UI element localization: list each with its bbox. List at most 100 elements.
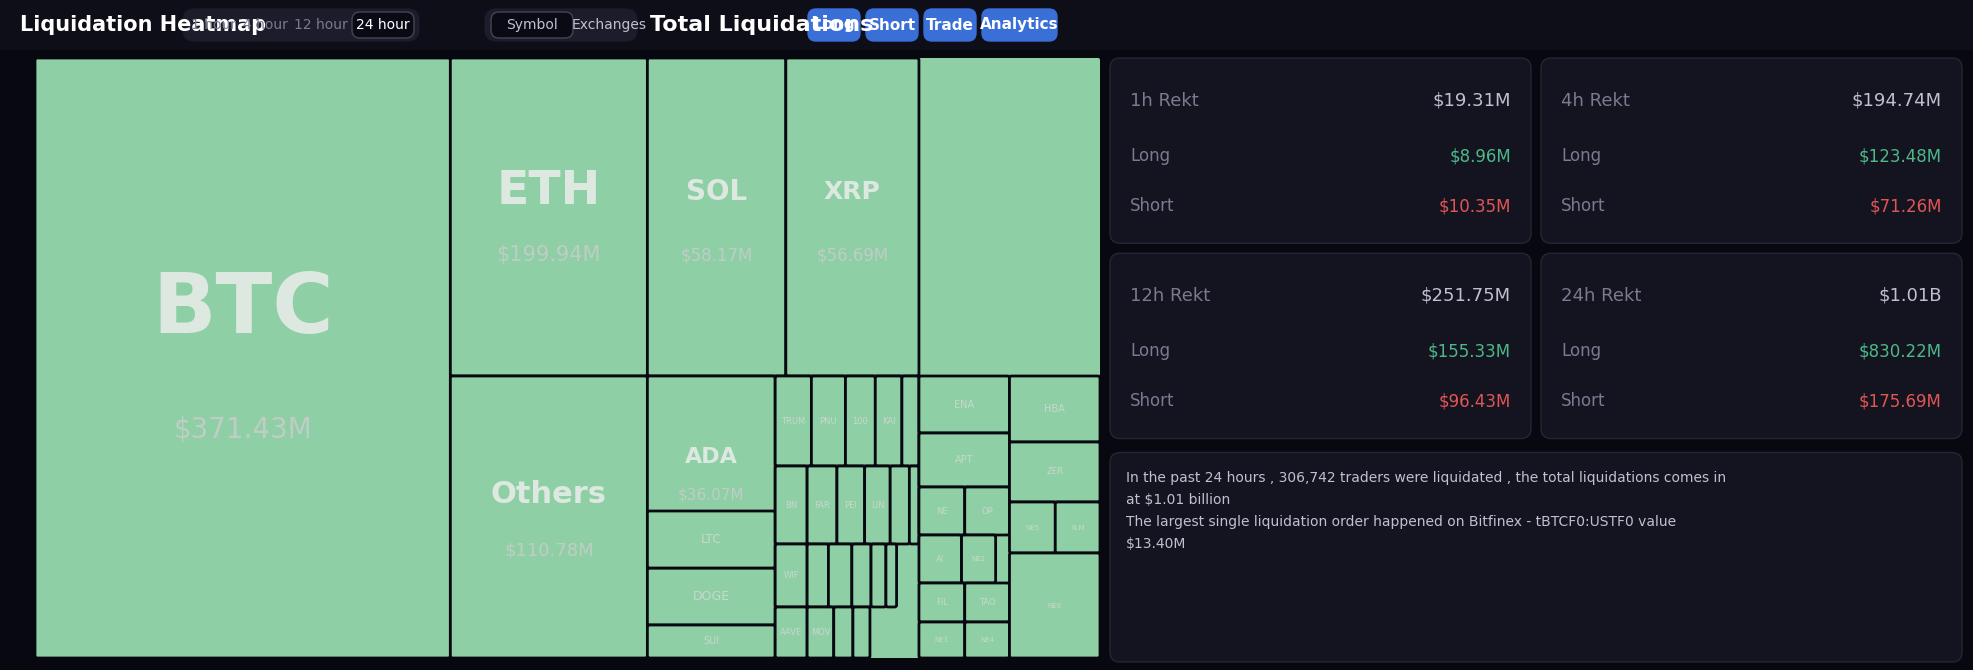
FancyBboxPatch shape — [837, 466, 864, 544]
Text: Total Liquidations: Total Liquidations — [649, 15, 872, 35]
Text: FIL: FIL — [935, 598, 947, 607]
FancyBboxPatch shape — [785, 58, 919, 376]
Text: AAVE: AAVE — [779, 628, 801, 637]
FancyBboxPatch shape — [647, 58, 785, 376]
Text: Analytics: Analytics — [981, 17, 1058, 33]
Text: Long: Long — [1129, 342, 1170, 360]
FancyBboxPatch shape — [833, 607, 852, 658]
FancyBboxPatch shape — [485, 9, 637, 41]
Text: NE5: NE5 — [1024, 525, 1040, 531]
Text: Exchanges: Exchanges — [572, 18, 647, 32]
Text: $96.43M: $96.43M — [1438, 393, 1509, 411]
FancyBboxPatch shape — [807, 544, 829, 607]
Text: Short: Short — [1561, 197, 1604, 215]
Text: $110.78M: $110.78M — [503, 542, 594, 560]
FancyBboxPatch shape — [864, 466, 890, 544]
FancyBboxPatch shape — [902, 376, 919, 466]
FancyBboxPatch shape — [1008, 376, 1099, 442]
Text: Long: Long — [813, 17, 854, 33]
FancyBboxPatch shape — [1008, 502, 1056, 553]
Bar — [0, 0, 1973, 50]
Text: $155.33M: $155.33M — [1426, 342, 1509, 360]
Text: $58.17M: $58.17M — [681, 246, 752, 264]
FancyBboxPatch shape — [852, 544, 870, 607]
FancyBboxPatch shape — [965, 622, 1008, 658]
Text: 12h Rekt: 12h Rekt — [1129, 287, 1209, 305]
FancyBboxPatch shape — [647, 511, 775, 568]
FancyBboxPatch shape — [1056, 502, 1099, 553]
Text: ZER: ZER — [1046, 468, 1063, 476]
Text: 4 hour: 4 hour — [243, 18, 288, 32]
FancyBboxPatch shape — [450, 58, 647, 376]
Text: PNU: PNU — [819, 417, 837, 425]
FancyBboxPatch shape — [981, 9, 1056, 41]
Text: TAO: TAO — [979, 598, 994, 607]
Text: XRP: XRP — [823, 180, 880, 204]
Text: Symbol: Symbol — [505, 18, 558, 32]
FancyBboxPatch shape — [910, 466, 919, 544]
FancyBboxPatch shape — [807, 9, 860, 41]
Text: $194.74M: $194.74M — [1851, 92, 1941, 110]
Text: $8.96M: $8.96M — [1448, 147, 1509, 165]
Text: BTC: BTC — [152, 269, 333, 350]
FancyBboxPatch shape — [807, 466, 837, 544]
Text: 100: 100 — [852, 417, 868, 425]
Text: 1 hour: 1 hour — [191, 18, 237, 32]
FancyBboxPatch shape — [1109, 452, 1961, 662]
FancyBboxPatch shape — [829, 544, 852, 607]
FancyBboxPatch shape — [36, 58, 450, 658]
Text: NE6: NE6 — [1048, 602, 1061, 608]
FancyBboxPatch shape — [919, 583, 965, 622]
FancyBboxPatch shape — [1109, 253, 1531, 439]
Text: Others: Others — [491, 480, 606, 509]
Text: $36.07M: $36.07M — [677, 488, 744, 502]
Text: Short: Short — [1129, 197, 1174, 215]
FancyBboxPatch shape — [183, 9, 418, 41]
Text: LIN: LIN — [870, 500, 884, 509]
FancyBboxPatch shape — [775, 466, 807, 544]
Text: NE4: NE4 — [981, 637, 994, 643]
Text: ETH: ETH — [497, 169, 600, 214]
FancyBboxPatch shape — [351, 12, 414, 38]
FancyBboxPatch shape — [965, 583, 1008, 622]
Text: $830.22M: $830.22M — [1859, 342, 1941, 360]
FancyBboxPatch shape — [919, 535, 961, 583]
Text: Short: Short — [868, 17, 915, 33]
Text: 12 hour: 12 hour — [294, 18, 347, 32]
Text: $19.31M: $19.31M — [1432, 92, 1509, 110]
Text: HBA: HBA — [1044, 404, 1065, 414]
FancyBboxPatch shape — [961, 535, 994, 583]
Text: $1.01B: $1.01B — [1878, 287, 1941, 305]
Text: $10.35M: $10.35M — [1438, 197, 1509, 215]
FancyBboxPatch shape — [919, 376, 1008, 433]
FancyBboxPatch shape — [890, 466, 910, 544]
Text: ENA: ENA — [953, 399, 975, 409]
Text: Liquidation Heatmap: Liquidation Heatmap — [20, 15, 266, 35]
FancyBboxPatch shape — [647, 376, 775, 568]
FancyBboxPatch shape — [775, 544, 807, 607]
FancyBboxPatch shape — [919, 433, 1008, 487]
Text: NE2: NE2 — [971, 556, 985, 562]
Text: In the past 24 hours , 306,742 traders were liquidated , the total liquidations : In the past 24 hours , 306,742 traders w… — [1125, 470, 1724, 484]
Text: FAR: FAR — [813, 500, 829, 509]
FancyBboxPatch shape — [775, 376, 811, 466]
FancyBboxPatch shape — [965, 487, 1008, 535]
FancyBboxPatch shape — [450, 376, 647, 658]
Text: ADA: ADA — [685, 447, 738, 466]
Text: $175.69M: $175.69M — [1859, 393, 1941, 411]
Text: APT: APT — [955, 455, 973, 465]
Text: LTC: LTC — [700, 533, 722, 546]
Text: 4h Rekt: 4h Rekt — [1561, 92, 1630, 110]
Text: XLM: XLM — [1069, 525, 1085, 531]
FancyBboxPatch shape — [36, 58, 1099, 658]
FancyBboxPatch shape — [1541, 58, 1961, 243]
Text: The largest single liquidation order happened on Bitfinex - tBTCF0:USTF0 value: The largest single liquidation order hap… — [1125, 515, 1675, 529]
Text: 24h Rekt: 24h Rekt — [1561, 287, 1640, 305]
Text: DOGE: DOGE — [693, 590, 730, 603]
Text: OP: OP — [981, 507, 992, 515]
FancyBboxPatch shape — [647, 568, 775, 625]
Text: $123.48M: $123.48M — [1859, 147, 1941, 165]
FancyBboxPatch shape — [1008, 442, 1099, 502]
FancyBboxPatch shape — [1109, 58, 1531, 243]
FancyBboxPatch shape — [807, 607, 833, 658]
